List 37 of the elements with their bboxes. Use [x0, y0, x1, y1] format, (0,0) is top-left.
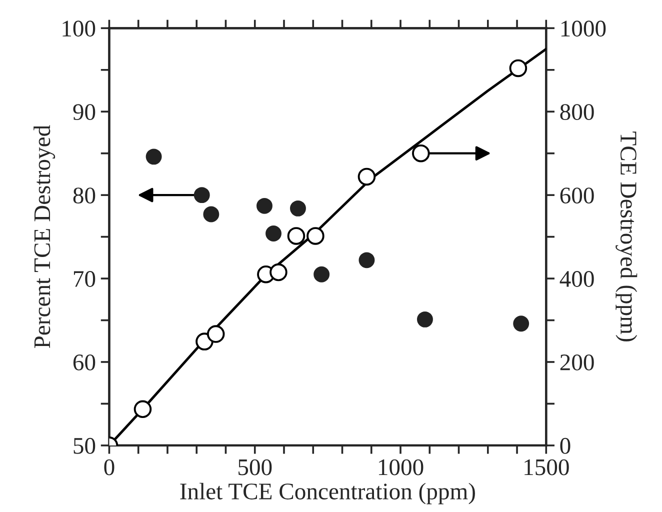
point — [270, 263, 288, 282]
point — [509, 59, 528, 78]
y-tick-label: 60 — [73, 354, 96, 370]
point — [256, 198, 272, 214]
x-axis-title: Inlet TCE Concentration (ppm) — [180, 482, 475, 504]
y2-axis-title: TCE Destroyed (ppm) — [616, 132, 638, 342]
y2-tick-label: 1000 — [561, 20, 606, 37]
x-tick-label: 0 — [104, 459, 114, 476]
point — [314, 266, 330, 282]
point — [417, 311, 433, 328]
point — [306, 227, 324, 245]
y-tick-label: 90 — [73, 104, 96, 120]
point — [412, 144, 430, 162]
point — [358, 252, 375, 268]
point — [287, 227, 306, 245]
y2-tick-label: 0 — [560, 438, 570, 454]
y2-tick-label: 400 — [560, 271, 594, 287]
y-tick-label: 50 — [74, 438, 96, 454]
y2-tick-label: 200 — [560, 354, 594, 370]
x-tick-label: 1000 — [378, 459, 424, 476]
y-tick-label: 100 — [62, 20, 96, 37]
point — [146, 148, 162, 165]
point — [290, 200, 306, 216]
x-tick-label: 500 — [238, 459, 272, 476]
point — [134, 400, 152, 418]
point — [266, 225, 282, 242]
point — [513, 316, 530, 332]
y2-tick-label: 600 — [560, 188, 594, 204]
point — [358, 168, 376, 186]
x-tick-label: 1500 — [524, 459, 569, 476]
y-axis-title: Percent TCE Destroyed — [34, 125, 56, 348]
point — [203, 206, 220, 222]
y-tick-label: 80 — [73, 188, 96, 204]
y-tick-label: 70 — [74, 271, 96, 287]
point — [194, 187, 210, 204]
point — [206, 325, 225, 343]
y2-tick-label: 800 — [560, 104, 594, 120]
